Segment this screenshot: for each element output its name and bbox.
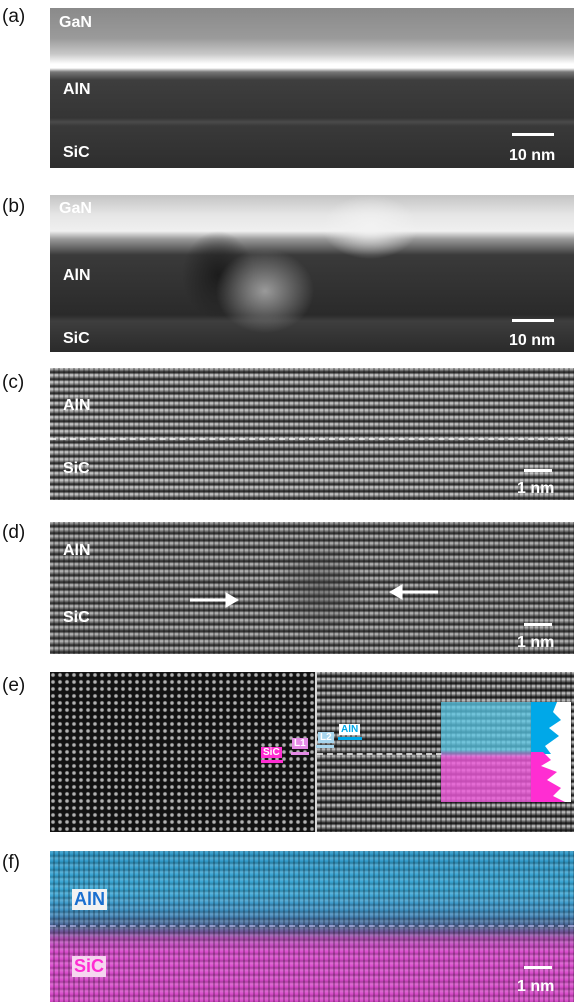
panel-b-gan-label: GaN — [59, 200, 92, 217]
panel-b-scalebar — [512, 319, 554, 322]
panel-e-right-view — [317, 672, 574, 832]
panel-c-scalebar — [524, 469, 552, 472]
panel-a-image: GaN AlN SiC 10 nm — [50, 8, 574, 168]
panel-a-scalebar — [512, 133, 554, 136]
panel-a-sic-label: SiC — [63, 144, 90, 161]
panel-a-aln-label: AlN — [63, 81, 91, 98]
panel-b-image: GaN AlN SiC 10 nm — [50, 195, 574, 352]
panel-d-scale-text: 1 nm — [517, 634, 555, 651]
right-arrow-icon — [190, 592, 239, 608]
panel-a-tag: (a) — [2, 6, 26, 27]
panel-e-interface-line — [317, 753, 442, 755]
panel-b-tag: (b) — [2, 196, 26, 217]
panel-c-aln-label: AlN — [63, 397, 91, 414]
marker-sic: SiC — [261, 747, 282, 758]
marker-l1-arrow — [291, 752, 309, 755]
panel-d-aln-label: AlN — [63, 542, 91, 559]
panel-f-aln-label: AlN — [72, 889, 107, 910]
panel-e-divider — [315, 672, 317, 832]
panel-c-scale-text: 1 nm — [517, 480, 555, 497]
panel-d-tag: (d) — [2, 522, 26, 543]
panel-c-sic-label: SiC — [63, 460, 90, 477]
panel-c-tag: (c) — [2, 372, 25, 393]
marker-aln-arrow — [338, 737, 362, 740]
panel-e-eels-profile — [531, 702, 571, 802]
panel-f-interface-line — [50, 925, 574, 927]
marker-l2: L2 — [318, 732, 334, 743]
panel-d-scalebar — [524, 623, 552, 626]
panel-d-arrows — [190, 584, 438, 608]
panel-f-scalebar — [524, 966, 552, 969]
panel-c-interface-line — [50, 438, 574, 440]
marker-sic-arrow — [261, 760, 283, 763]
marker-l2-arrow — [316, 745, 334, 748]
panel-f-sic-label: SiC — [72, 956, 107, 977]
left-arrow-icon — [389, 584, 438, 600]
panel-d-image: AlN SiC 1 nm — [50, 522, 574, 654]
panel-e-image: SiC L1 L2 AlN — [50, 672, 574, 832]
panel-d-sic-label: SiC — [63, 609, 90, 626]
panel-f-scale-text: 1 nm — [517, 978, 555, 995]
panel-f-tag: (f) — [2, 852, 20, 873]
panel-b-sic-label: SiC — [63, 330, 90, 347]
marker-l1: L1 — [292, 738, 308, 749]
panel-f-image: AlN SiC 1 nm — [50, 851, 574, 1002]
panel-e-left-view — [50, 672, 315, 832]
marker-aln: AlN — [339, 724, 361, 735]
panel-a-gan-label: GaN — [59, 14, 92, 31]
panel-c-image: AlN SiC 1 nm — [50, 368, 574, 500]
panel-a-scale-text: 10 nm — [509, 147, 556, 164]
panel-b-aln-label: AlN — [63, 267, 91, 284]
panel-e-tag: (e) — [2, 675, 26, 696]
panel-b-scale-text: 10 nm — [509, 332, 556, 349]
